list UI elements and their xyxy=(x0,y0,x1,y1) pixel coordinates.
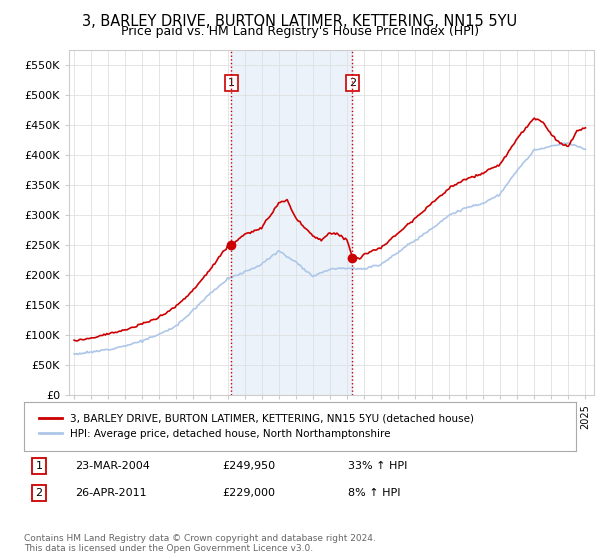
Text: £229,000: £229,000 xyxy=(222,488,275,498)
Text: 33% ↑ HPI: 33% ↑ HPI xyxy=(348,461,407,471)
Text: Contains HM Land Registry data © Crown copyright and database right 2024.
This d: Contains HM Land Registry data © Crown c… xyxy=(24,534,376,553)
Bar xyxy=(231,50,352,395)
Text: 1: 1 xyxy=(35,461,43,471)
Text: 3, BARLEY DRIVE, BURTON LATIMER, KETTERING, NN15 5YU: 3, BARLEY DRIVE, BURTON LATIMER, KETTERI… xyxy=(82,14,518,29)
Text: 1: 1 xyxy=(228,78,235,88)
Text: 26-APR-2011: 26-APR-2011 xyxy=(75,488,146,498)
Text: Price paid vs. HM Land Registry's House Price Index (HPI): Price paid vs. HM Land Registry's House … xyxy=(121,25,479,38)
Text: £249,950: £249,950 xyxy=(222,461,275,471)
Legend: 3, BARLEY DRIVE, BURTON LATIMER, KETTERING, NN15 5YU (detached house), HPI: Aver: 3, BARLEY DRIVE, BURTON LATIMER, KETTERI… xyxy=(35,409,478,443)
Text: 23-MAR-2004: 23-MAR-2004 xyxy=(75,461,150,471)
Text: 2: 2 xyxy=(349,78,356,88)
Text: 8% ↑ HPI: 8% ↑ HPI xyxy=(348,488,401,498)
Text: 2: 2 xyxy=(35,488,43,498)
